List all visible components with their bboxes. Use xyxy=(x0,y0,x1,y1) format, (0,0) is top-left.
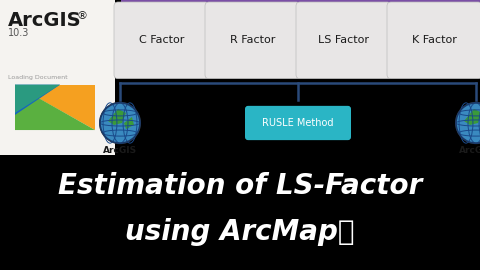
Circle shape xyxy=(455,102,480,144)
Text: RUSLE Method: RUSLE Method xyxy=(262,118,334,128)
FancyBboxPatch shape xyxy=(0,0,115,155)
Circle shape xyxy=(456,103,480,143)
Text: LS Factor: LS Factor xyxy=(318,35,369,45)
FancyBboxPatch shape xyxy=(387,2,480,79)
FancyBboxPatch shape xyxy=(114,2,209,79)
FancyBboxPatch shape xyxy=(394,0,480,72)
Polygon shape xyxy=(15,85,95,130)
FancyBboxPatch shape xyxy=(303,0,398,72)
FancyBboxPatch shape xyxy=(296,2,391,79)
Polygon shape xyxy=(108,109,126,125)
Text: Estimation of LS-Factor: Estimation of LS-Factor xyxy=(58,172,422,200)
FancyBboxPatch shape xyxy=(212,0,307,72)
Polygon shape xyxy=(15,85,60,113)
Polygon shape xyxy=(15,85,60,115)
Text: C Factor: C Factor xyxy=(139,35,184,45)
Polygon shape xyxy=(464,109,480,125)
Text: ®: ® xyxy=(77,11,88,21)
Text: K Factor: K Factor xyxy=(412,35,457,45)
Text: 10.3: 10.3 xyxy=(8,28,29,38)
Text: ArcGIS: ArcGIS xyxy=(459,146,480,155)
Polygon shape xyxy=(15,85,95,130)
FancyBboxPatch shape xyxy=(205,2,300,79)
FancyBboxPatch shape xyxy=(245,106,351,140)
FancyBboxPatch shape xyxy=(121,0,216,72)
Polygon shape xyxy=(124,117,134,129)
Text: using ArcMap👉: using ArcMap👉 xyxy=(125,218,355,247)
Text: ArcGIS: ArcGIS xyxy=(8,11,82,30)
Circle shape xyxy=(99,102,141,144)
Text: R Factor: R Factor xyxy=(230,35,275,45)
Text: Loading Document: Loading Document xyxy=(8,75,68,80)
Circle shape xyxy=(100,103,140,143)
Text: ArcGIS: ArcGIS xyxy=(103,146,137,155)
